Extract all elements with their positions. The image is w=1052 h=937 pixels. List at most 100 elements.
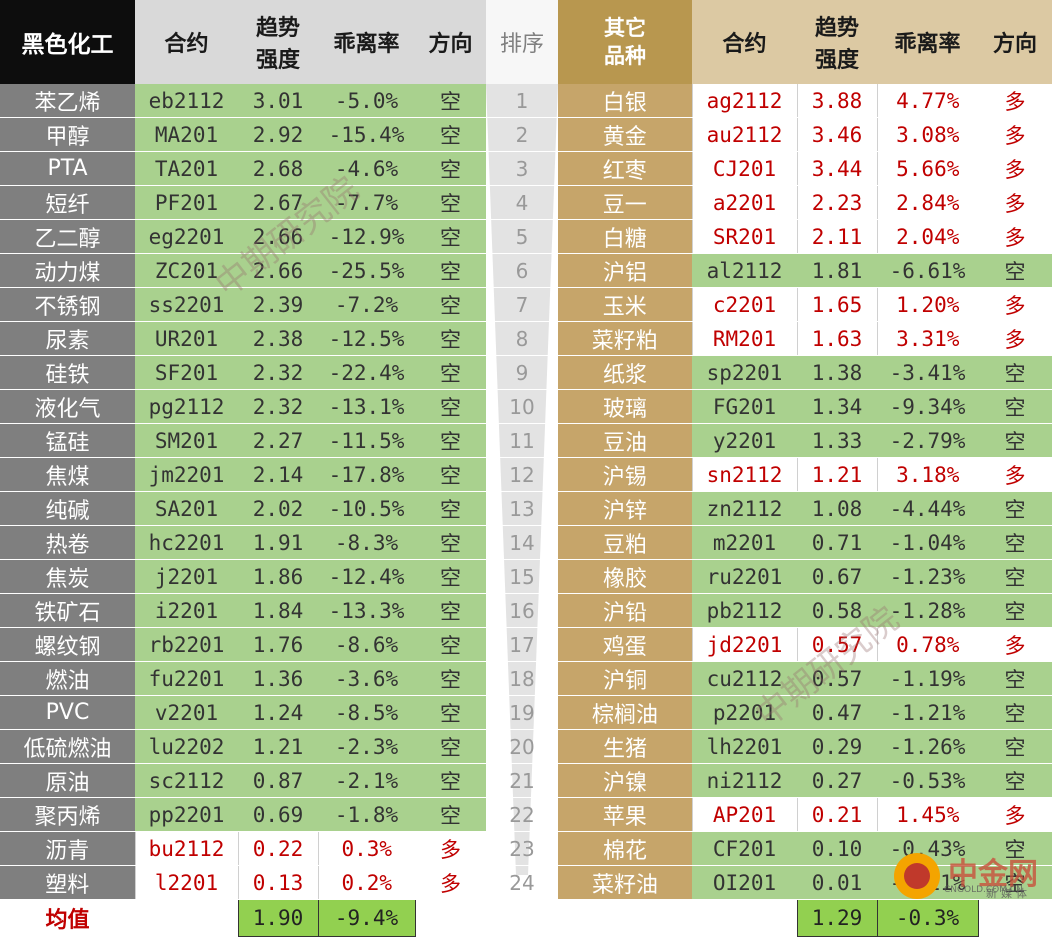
right-contract-cell: CJ201 xyxy=(691,151,797,186)
right-contract-cell: au2112 xyxy=(691,117,797,152)
table-row: 液化气 pg2112 2.32 -13.1% 空 10 玻璃 FG201 1.34 -9.34% 空 xyxy=(0,389,1052,424)
right-direction-cell: 空 xyxy=(978,763,1052,798)
left-direction-cell: 空 xyxy=(415,117,486,152)
left-direction-cell: 空 xyxy=(415,729,486,764)
right-strength-cell: 0.47 xyxy=(797,695,877,730)
left-deviation-cell: -12.9% xyxy=(318,219,415,254)
left-direction-cell: 空 xyxy=(415,151,486,186)
rank-cell: 8 xyxy=(486,321,558,356)
left-strength-cell: 0.87 xyxy=(238,763,318,798)
left-deviation-header: 乖离率 xyxy=(318,0,415,84)
right-direction-cell: 空 xyxy=(978,389,1052,424)
left-strength-cell: 2.66 xyxy=(238,219,318,254)
left-variety-name: 沥青 xyxy=(0,831,135,866)
right-strength-cell: 1.33 xyxy=(797,423,877,458)
left-deviation-cell: -7.7% xyxy=(318,185,415,220)
left-deviation-cell: -8.3% xyxy=(318,525,415,560)
left-strength-cell: 2.39 xyxy=(238,287,318,322)
right-direction-cell: 空 xyxy=(978,695,1052,730)
left-direction-cell: 空 xyxy=(415,661,486,696)
left-contract-cell: ss2201 xyxy=(135,287,238,322)
left-variety-name: 燃油 xyxy=(0,661,135,696)
left-variety-name: 硅铁 xyxy=(0,355,135,390)
right-deviation-cell: 3.08% xyxy=(876,117,978,152)
left-direction-cell: 空 xyxy=(415,321,486,356)
right-contract-cell: pb2112 xyxy=(692,593,797,628)
left-variety-name: 热卷 xyxy=(0,525,135,560)
right-contract-cell: zn2112 xyxy=(692,491,797,526)
left-contract-cell: i2201 xyxy=(135,593,238,628)
right-direction-cell: 空 xyxy=(978,729,1052,764)
right-strength-cell: 0.57 xyxy=(796,627,877,662)
left-deviation-cell: -8.5% xyxy=(318,695,415,730)
right-average-deviation: -0.3% xyxy=(876,899,979,937)
left-variety-name: 甲醇 xyxy=(0,117,135,152)
right-direction-cell: 多 xyxy=(978,117,1052,152)
right-strength-cell: 2.11 xyxy=(796,219,877,254)
right-deviation-cell: -3.41% xyxy=(877,355,978,390)
rank-cell: 1 xyxy=(486,84,558,118)
left-variety-name: 低硫燃油 xyxy=(0,729,135,764)
right-deviation-cell: -1.11% xyxy=(877,865,978,900)
rank-cell: 16 xyxy=(486,593,558,628)
left-deviation-cell: 0.3% xyxy=(317,831,415,866)
right-deviation-cell: -9.34% xyxy=(877,389,978,424)
right-variety-name: 苹果 xyxy=(558,797,692,832)
right-variety-name: 生猪 xyxy=(558,729,692,764)
right-deviation-cell: 2.04% xyxy=(876,219,978,254)
left-strength-cell: 2.67 xyxy=(238,185,318,220)
left-average-strength: 1.90 xyxy=(237,899,319,937)
left-variety-name: 乙二醇 xyxy=(0,219,135,254)
left-deviation-cell: -7.2% xyxy=(318,287,415,322)
left-variety-name: 不锈钢 xyxy=(0,287,135,322)
right-strength-cell: 2.23 xyxy=(796,185,877,220)
right-variety-name: 棕榈油 xyxy=(558,695,692,730)
left-deviation-cell: -10.5% xyxy=(318,491,415,526)
right-average-strength: 1.29 xyxy=(796,899,878,937)
table-row: 纯碱 SA201 2.02 -10.5% 空 13 沪锌 zn2112 1.08 -4.44% 空 xyxy=(0,491,1052,526)
right-variety-name: 沪铅 xyxy=(558,593,692,628)
right-deviation-cell: -2.79% xyxy=(877,423,978,458)
right-contract-cell: AP201 xyxy=(691,797,797,832)
left-direction-cell: 空 xyxy=(415,185,486,220)
right-strength-cell: 0.67 xyxy=(797,559,877,594)
header-row: 黑色化工 合约 趋势 强度 乖离率 方向 排序 其它 品种 合约 趋势 强度 乖离率 … xyxy=(0,0,1052,84)
left-variety-name: 短纤 xyxy=(0,185,135,220)
left-strength-cell: 2.66 xyxy=(238,253,318,288)
left-deviation-cell: -17.8% xyxy=(318,457,415,492)
right-direction-cell: 空 xyxy=(978,661,1052,696)
right-contract-cell: cu2112 xyxy=(692,661,797,696)
right-direction-cell: 空 xyxy=(978,559,1052,594)
right-deviation-cell: 4.77% xyxy=(876,84,978,118)
right-contract-cell: p2201 xyxy=(692,695,797,730)
left-contract-cell: UR201 xyxy=(135,321,238,356)
right-deviation-cell: 0.78% xyxy=(876,627,978,662)
table-row: 尿素 UR201 2.38 -12.5% 空 8 菜籽粕 RM201 1.63 3.31% 多 xyxy=(0,321,1052,356)
table-row: 塑料 l2201 0.13 0.2% 多 24 菜籽油 OI201 0.01 -1.11% 空 xyxy=(0,865,1052,900)
rank-cell: 20 xyxy=(486,729,558,764)
left-contract-cell: pp2201 xyxy=(135,797,238,832)
right-variety-name: 沪铜 xyxy=(558,661,692,696)
right-variety-name: 豆一 xyxy=(558,185,692,220)
left-deviation-cell: -4.6% xyxy=(318,151,415,186)
left-contract-cell: l2201 xyxy=(134,865,238,900)
right-deviation-cell: 5.66% xyxy=(876,151,978,186)
table-row: 乙二醇 eg2201 2.66 -12.9% 空 5 白糖 SR201 2.11 2.04% 多 xyxy=(0,219,1052,254)
rank-cell: 15 xyxy=(486,559,558,594)
rank-cell: 23 xyxy=(486,831,558,866)
right-contract-cell: FG201 xyxy=(692,389,797,424)
left-direction-cell: 空 xyxy=(415,389,486,424)
right-strength-cell: 1.38 xyxy=(797,355,877,390)
right-deviation-cell: -1.26% xyxy=(877,729,978,764)
rank-cell: 3 xyxy=(486,151,558,186)
right-deviation-cell: -4.44% xyxy=(877,491,978,526)
left-variety-name: PTA xyxy=(0,151,135,186)
right-strength-cell: 0.10 xyxy=(797,831,877,866)
left-contract-cell: jm2201 xyxy=(135,457,238,492)
left-deviation-cell: -5.0% xyxy=(318,84,415,118)
left-deviation-cell: -11.5% xyxy=(318,423,415,458)
table-row: PTA TA201 2.68 -4.6% 空 3 红枣 CJ201 3.44 5.66% 多 xyxy=(0,151,1052,186)
rank-cell: 12 xyxy=(486,457,558,492)
left-deviation-cell: -13.3% xyxy=(318,593,415,628)
